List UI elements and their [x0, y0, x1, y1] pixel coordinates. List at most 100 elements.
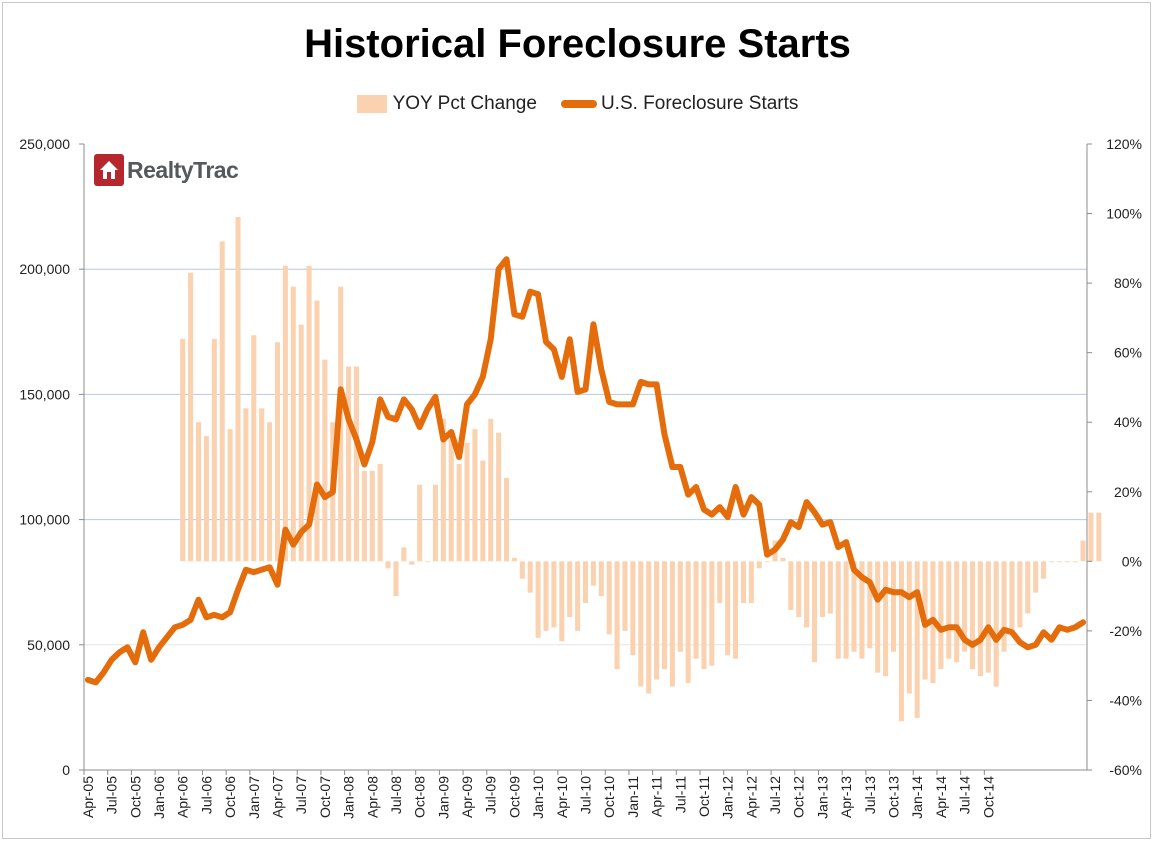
yoy-bar	[717, 561, 723, 604]
yoy-bar	[511, 557, 517, 562]
yoy-bar	[701, 561, 707, 670]
right-tick-label: -40%	[1109, 692, 1142, 708]
yoy-bar	[859, 561, 865, 659]
yoy-bar	[685, 561, 691, 684]
yoy-bar	[812, 561, 818, 663]
legend: YOY Pct Change U.S. Foreclosure Starts	[0, 93, 1155, 115]
yoy-bar	[243, 408, 249, 562]
right-tick-label: -20%	[1109, 623, 1142, 639]
yoy-bar	[748, 561, 754, 604]
x-tick-label: Jan-07	[246, 776, 262, 819]
yoy-bar	[290, 286, 296, 562]
x-tick-label: Jan-12	[720, 776, 736, 819]
x-tick-label: Jul-05	[104, 776, 120, 814]
yoy-bar	[985, 561, 991, 673]
yoy-bar	[480, 460, 486, 562]
yoy-bar	[883, 561, 889, 677]
x-tick-label: Jul-10	[578, 776, 594, 814]
x-tick-label: Jul-12	[767, 776, 783, 814]
x-tick-label: Jan-11	[625, 776, 641, 818]
yoy-bar	[401, 547, 407, 562]
yoy-bar	[796, 561, 802, 617]
yoy-bar	[535, 561, 541, 638]
yoy-bar	[630, 561, 636, 656]
yoy-bar	[1017, 561, 1023, 628]
yoy-bar	[733, 561, 739, 659]
yoy-bar	[582, 561, 589, 604]
x-axis-ticks: Apr-05 Jul-05 Oct-05 Jan-06 Apr-06 Jul-06 Oct-…	[80, 770, 996, 819]
left-y-axis-ticks: 0 50,000 100,000 150,000 200,000 250,000	[19, 136, 70, 778]
left-tick-label: 100,000	[19, 512, 70, 528]
left-tick-label: 250,000	[19, 136, 70, 152]
yoy-bar	[274, 342, 281, 562]
right-tick-label: 80%	[1114, 275, 1142, 291]
yoy-bar	[725, 561, 731, 656]
yoy-bar	[306, 265, 312, 562]
yoy-bar	[456, 463, 462, 562]
yoy-bar	[385, 561, 391, 569]
yoy-bar	[361, 470, 367, 562]
right-tick-label: 120%	[1106, 136, 1142, 152]
yoy-bar	[259, 408, 265, 562]
x-tick-label: Oct-08	[412, 776, 428, 818]
x-tick-label: Jul-08	[388, 776, 404, 814]
yoy-bar	[661, 561, 668, 670]
x-tick-label: Oct-07	[317, 776, 333, 818]
x-tick-label: Oct-10	[601, 776, 617, 818]
yoy-bar	[203, 436, 209, 562]
x-tick-label: Apr-08	[364, 776, 380, 818]
right-y-axis-ticks: -60% -40% -20% 0% 20% 40% 60% 80% 100% 120%	[1106, 136, 1142, 778]
legend-label-yoy: YOY Pct Change	[392, 93, 537, 114]
x-tick-label: Apr-14	[933, 776, 949, 818]
x-tick-label: Jul-06	[198, 776, 214, 814]
yoy-bar	[180, 338, 186, 562]
x-tick-label: Jul-11	[672, 776, 688, 813]
axes	[79, 143, 1092, 771]
yoy-bar	[954, 561, 960, 663]
yoy-bar	[440, 418, 446, 562]
yoy-bar	[322, 359, 328, 562]
x-tick-label: Oct-14	[980, 776, 996, 818]
x-tick-label: Apr-10	[554, 776, 570, 818]
x-tick-label: Jan-09	[435, 776, 451, 819]
legend-line-swatch	[560, 100, 597, 108]
x-tick-label: Oct-12	[791, 776, 807, 818]
yoy-bar	[780, 557, 786, 562]
yoy-bar	[425, 561, 431, 563]
right-tick-label: 20%	[1114, 484, 1142, 500]
yoy-bar	[1048, 561, 1054, 563]
legend-item-starts: U.S. Foreclosure Starts	[560, 93, 798, 115]
yoy-bars	[180, 217, 1102, 722]
yoy-bar	[740, 561, 746, 604]
yoy-bar	[464, 443, 470, 562]
yoy-bar	[606, 561, 612, 635]
yoy-bar	[251, 335, 257, 562]
x-tick-label: Apr-13	[838, 776, 854, 818]
logo-text: RealtyTrac	[127, 156, 239, 183]
house-icon	[94, 154, 124, 186]
right-tick-label: 100%	[1106, 206, 1142, 222]
x-tick-label: Oct-11	[696, 776, 712, 817]
right-tick-label: 40%	[1114, 414, 1142, 430]
yoy-bar	[417, 484, 423, 562]
right-tick-label: 60%	[1114, 345, 1142, 361]
yoy-bar	[235, 217, 241, 562]
yoy-bar	[298, 324, 304, 562]
yoy-bar	[543, 561, 549, 631]
yoy-bar	[898, 561, 904, 722]
yoy-bar	[867, 561, 873, 649]
yoy-bar	[409, 561, 415, 565]
yoy-bar	[622, 561, 628, 631]
x-tick-label: Apr-11	[649, 776, 665, 817]
yoy-bar	[1041, 561, 1047, 579]
right-tick-label: -60%	[1109, 762, 1142, 778]
yoy-bar	[353, 366, 359, 562]
x-tick-label: Jul-13	[862, 776, 878, 814]
yoy-bar	[977, 561, 983, 677]
yoy-bar	[393, 561, 399, 597]
yoy-bar	[677, 561, 683, 652]
x-tick-label: Jan-13	[814, 776, 830, 819]
yoy-bar	[519, 561, 525, 579]
x-tick-label: Apr-05	[80, 776, 96, 818]
yoy-bar	[448, 439, 454, 562]
